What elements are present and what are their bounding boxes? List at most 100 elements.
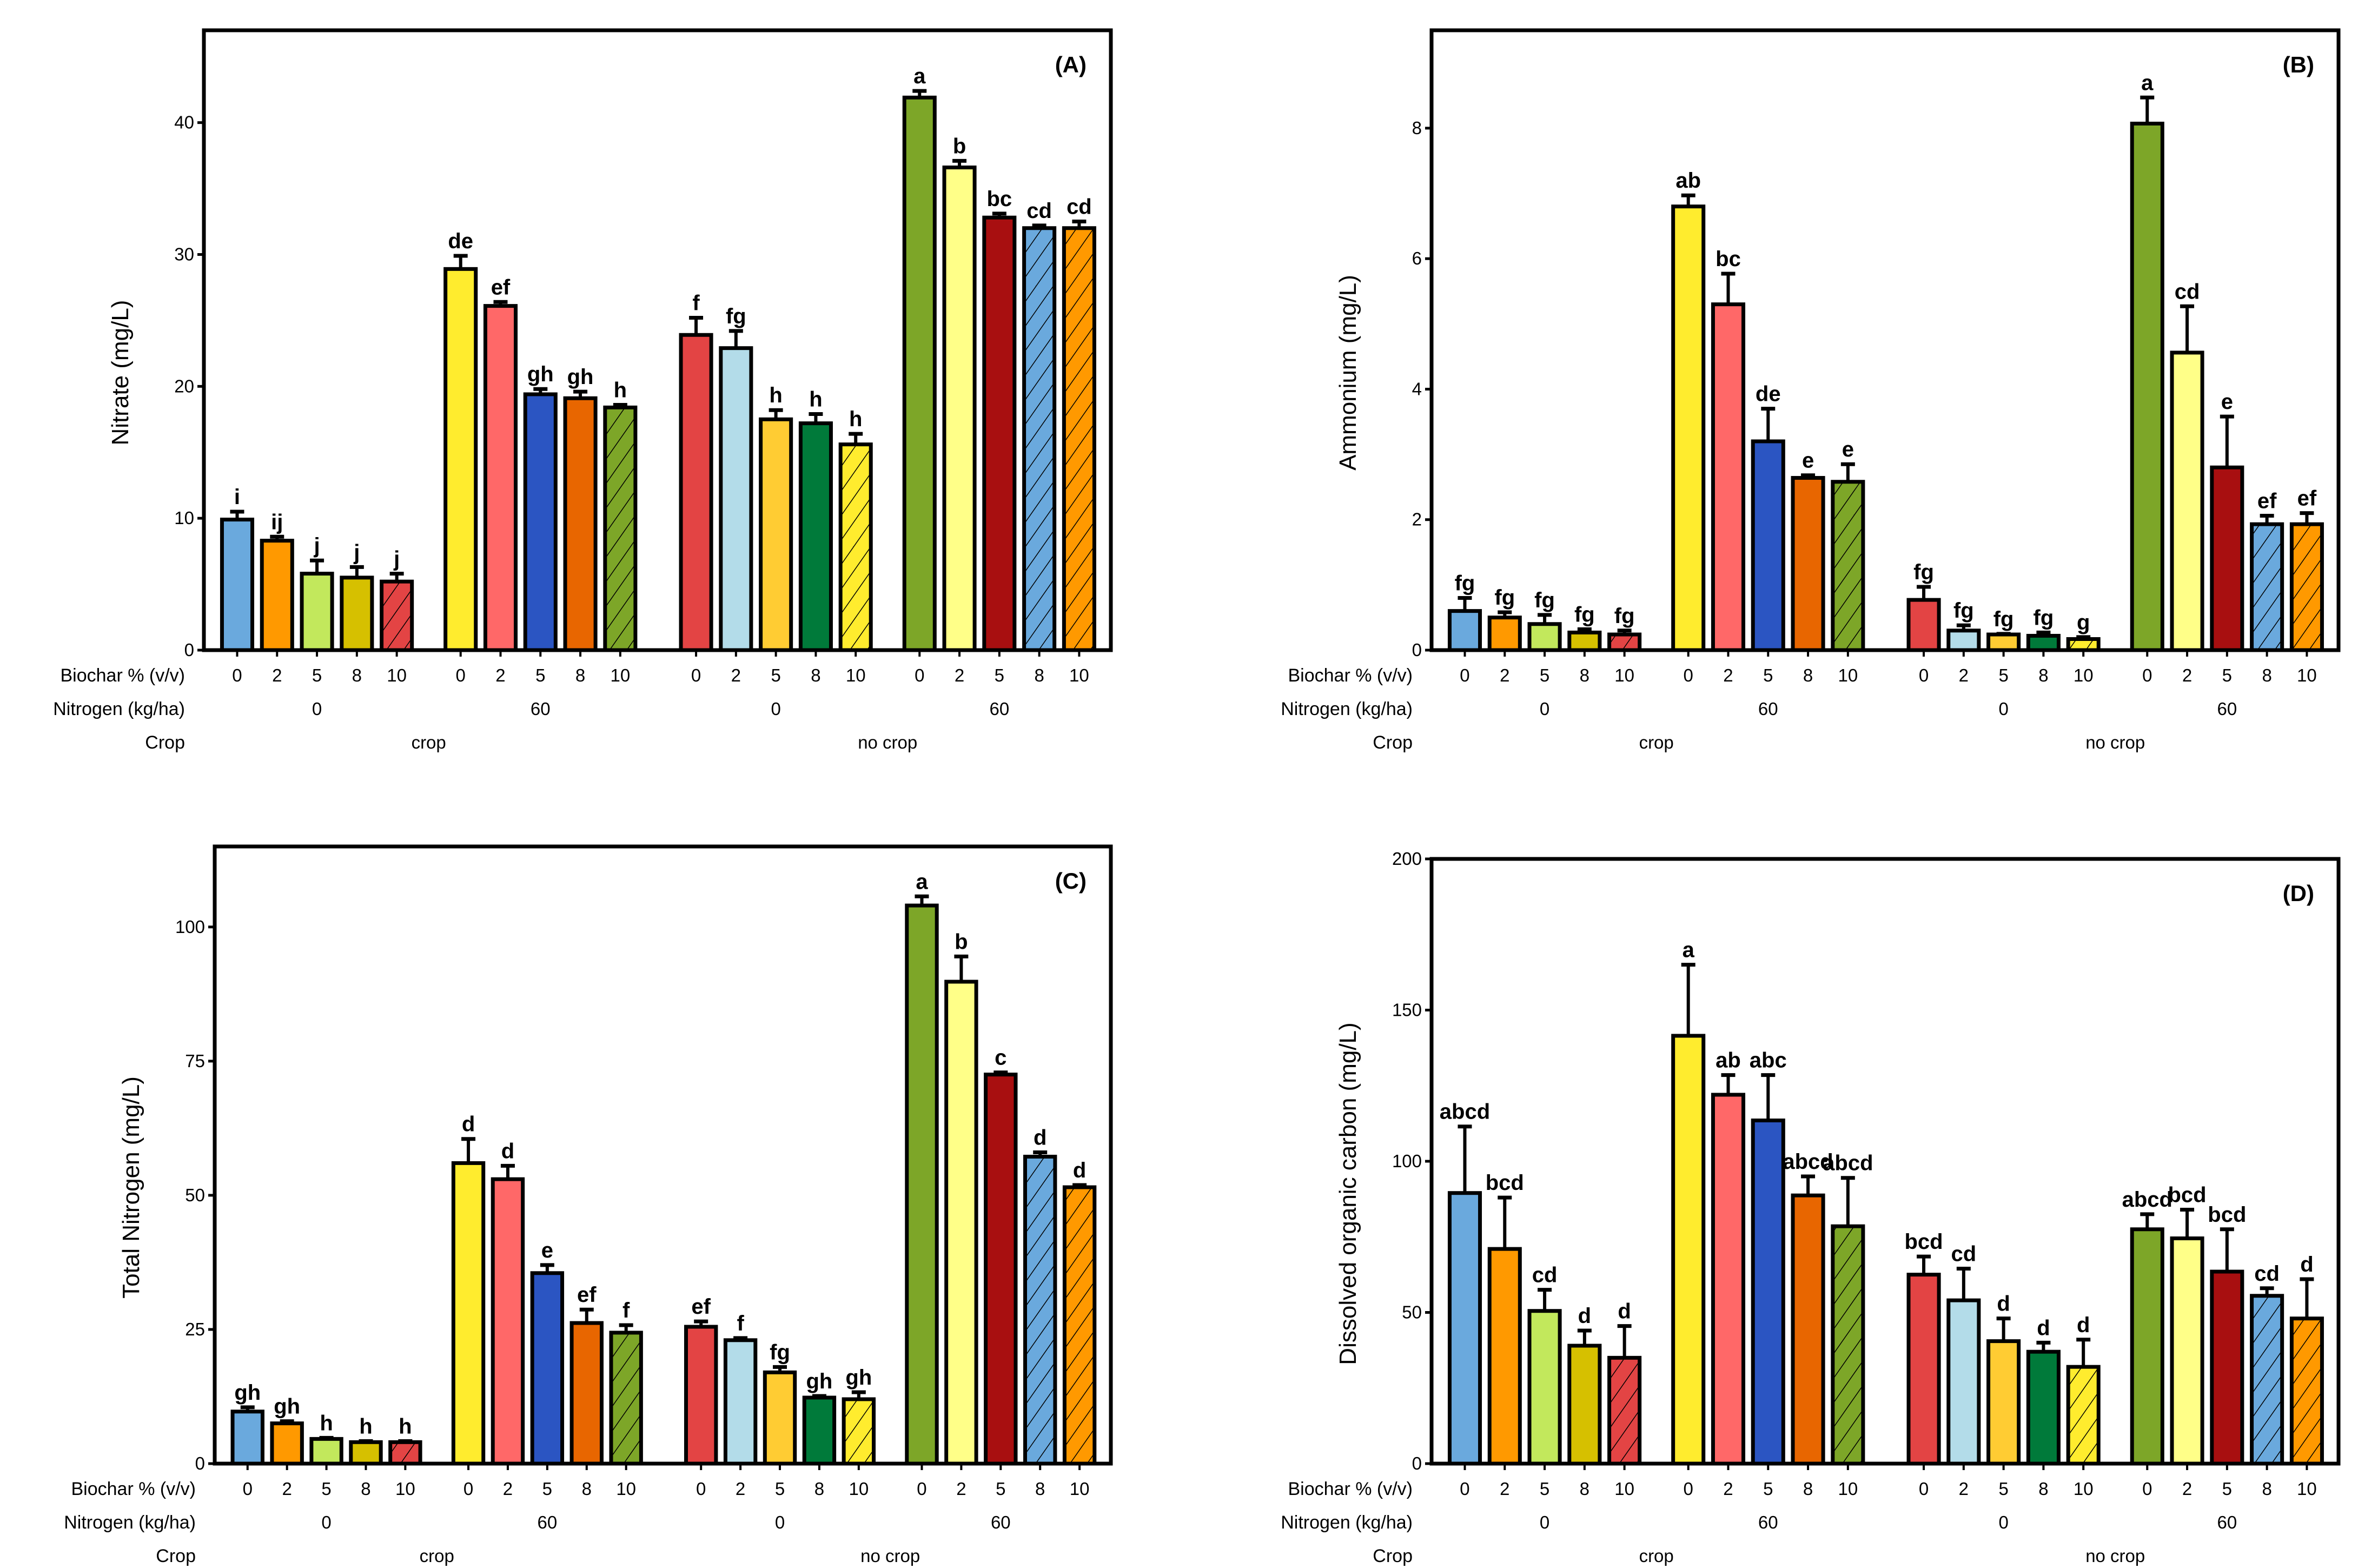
bar-hatch (2291, 524, 2322, 650)
significance-letter: fg (1455, 571, 1475, 595)
significance-letter: bc (1715, 247, 1741, 271)
bar (2132, 1229, 2163, 1464)
y-tick-label: 50 (1402, 1302, 1422, 1322)
x-tick-label: 5 (1998, 1479, 2008, 1499)
x-tick-label: 5 (771, 665, 780, 685)
row-label-biochar: Biochar % (v/v) (1288, 1479, 1413, 1499)
crop-group-label: crop (420, 1546, 454, 1566)
bar (720, 348, 751, 650)
panel-label: (A) (1055, 52, 1087, 77)
bar-hatch (390, 1442, 421, 1464)
bar-hatch (1064, 228, 1095, 650)
bar-hatch (2251, 524, 2282, 650)
x-tick-label: 10 (2074, 1479, 2094, 1499)
x-tick-label: 5 (775, 1479, 785, 1499)
significance-letter: fg (770, 1340, 790, 1364)
significance-letter: ef (491, 275, 511, 299)
x-tick-label: 10 (387, 665, 407, 685)
significance-letter: ab (1715, 1049, 1741, 1073)
bar-hatch (1832, 481, 1863, 650)
x-tick-label: 0 (2142, 1479, 2152, 1499)
significance-letter: j (353, 540, 360, 564)
bar-hatch (840, 444, 871, 650)
bar-hatch (2251, 1295, 2282, 1464)
significance-letter: gh (274, 1395, 300, 1419)
x-tick-label: 5 (312, 665, 322, 685)
significance-letter: abcd (1440, 1100, 1490, 1124)
x-tick-label: 2 (1723, 1479, 1733, 1499)
x-tick-label: 2 (2182, 665, 2192, 685)
x-tick-label: 2 (503, 1479, 513, 1499)
crop-group-label: no crop (2085, 1546, 2145, 1566)
bar (2028, 636, 2059, 650)
row-label-crop: Crop (1373, 732, 1413, 753)
x-tick-label: 2 (1959, 665, 1969, 685)
significance-letter: ef (577, 1283, 597, 1307)
x-tick-label: 2 (1500, 665, 1509, 685)
nitrogen-group-label: 0 (771, 699, 780, 719)
bar (1713, 304, 1744, 650)
nitrogen-group-label: 0 (1540, 1512, 1549, 1532)
row-label-nitrogen: Nitrogen (kg/ha) (1281, 699, 1413, 719)
bar (1793, 1195, 1824, 1464)
x-tick-label: 8 (1803, 1479, 1813, 1499)
x-tick-label: 8 (361, 1479, 370, 1499)
nitrogen-group-label: 0 (321, 1512, 331, 1532)
significance-letter: a (1683, 938, 1695, 962)
bar (944, 167, 975, 650)
bar-hatch (1064, 1187, 1095, 1464)
bar (453, 1163, 483, 1464)
x-tick-label: 2 (736, 1479, 745, 1499)
significance-letter: abcd (1783, 1150, 1833, 1174)
bar (2211, 467, 2242, 650)
bar (302, 573, 333, 650)
x-tick-label: 8 (814, 1479, 824, 1499)
bar (1753, 441, 1784, 650)
nitrogen-group-label: 60 (1758, 699, 1778, 719)
nitrogen-group-label: 60 (989, 699, 1009, 719)
nitrogen-group-label: 60 (2217, 1512, 2237, 1532)
bar-hatch (2291, 1318, 2322, 1464)
bar (906, 905, 937, 1464)
y-axis-label: Total Nitrogen (mg/L) (118, 1076, 144, 1299)
crop-group-label: no crop (858, 732, 917, 752)
significance-letter: i (234, 485, 240, 509)
significance-letter: bc (986, 187, 1012, 211)
plot-frame (1429, 28, 2341, 652)
bar (525, 394, 556, 650)
y-axis-label: Dissolved organic carbon (mg/L) (1335, 1022, 1361, 1365)
row-label-nitrogen: Nitrogen (kg/ha) (64, 1512, 196, 1533)
nitrogen-group-label: 60 (531, 699, 551, 719)
x-tick-label: 8 (352, 665, 362, 685)
chart-panel-a: i 0 ij 2 j 5 j 8 j 10 de 0 ef 2 gh 5 gh 8 h 10 f 0 fg 2 h 5 h 8 h 10 a… (53, 28, 1113, 753)
x-tick-label: 8 (2038, 665, 2048, 685)
significance-letter: abc (1750, 1049, 1787, 1073)
significance-letter: d (1034, 1126, 1046, 1150)
x-tick-label: 5 (535, 665, 545, 685)
bar (1449, 1193, 1480, 1464)
y-axis-label: Ammonium (mg/L) (1335, 275, 1361, 471)
significance-letter: j (393, 547, 400, 571)
bar-hatch (1024, 228, 1055, 650)
significance-letter: e (1802, 449, 1814, 473)
significance-letter: bcd (2208, 1203, 2246, 1227)
x-tick-label: 0 (456, 665, 466, 685)
x-tick-label: 2 (956, 1479, 966, 1499)
bar (233, 1411, 263, 1464)
bar (1948, 630, 1979, 650)
row-label-biochar: Biochar % (v/v) (61, 665, 186, 686)
y-tick-label: 0 (195, 1453, 205, 1473)
bar (1909, 1274, 1939, 1464)
bar (1988, 1341, 2019, 1464)
significance-letter: d (1578, 1304, 1591, 1328)
y-tick-label: 0 (1412, 1453, 1422, 1473)
crop-group-label: crop (1639, 732, 1674, 752)
x-tick-label: 2 (495, 665, 505, 685)
x-tick-label: 8 (1035, 1479, 1045, 1499)
bar (485, 306, 516, 650)
bar (984, 217, 1015, 651)
significance-letter: f (737, 1312, 744, 1335)
y-tick-label: 40 (174, 113, 194, 133)
bar (572, 1323, 602, 1464)
y-tick-label: 4 (1412, 379, 1422, 399)
